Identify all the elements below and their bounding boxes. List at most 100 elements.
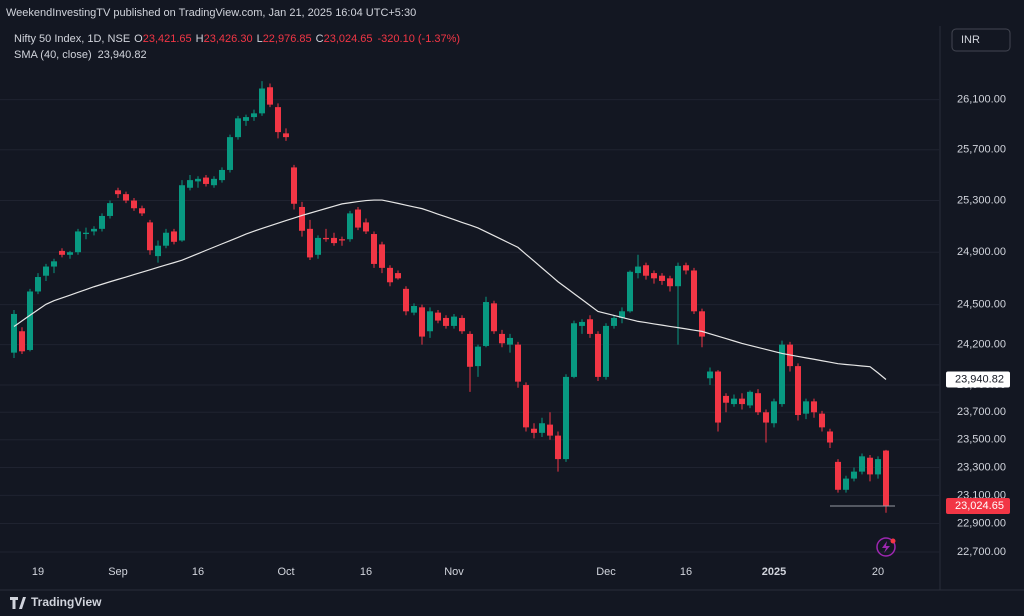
y-tick-label: 25,300.00 bbox=[957, 194, 1006, 206]
candle-body bbox=[803, 401, 809, 414]
price-tag-label: 23,024.65 bbox=[955, 500, 1004, 512]
candle-body bbox=[699, 311, 705, 337]
candle-body bbox=[451, 316, 457, 326]
candle-body bbox=[691, 270, 697, 312]
candle-body bbox=[363, 222, 369, 232]
candle-body bbox=[507, 337, 513, 345]
candle-body bbox=[851, 471, 857, 479]
candle-body bbox=[491, 303, 497, 332]
candle-body bbox=[403, 288, 409, 312]
candle-body bbox=[275, 107, 281, 133]
y-axis: 22,700.0022,900.0023,100.0023,300.0023,5… bbox=[32, 94, 1010, 578]
candle-body bbox=[19, 331, 25, 352]
candle-body bbox=[283, 133, 289, 138]
candle-body bbox=[843, 478, 849, 490]
candle-body bbox=[595, 333, 601, 377]
candle-body bbox=[827, 431, 833, 443]
candle-body bbox=[299, 206, 305, 231]
candle-body bbox=[67, 252, 73, 255]
candle-body bbox=[683, 265, 689, 271]
currency[interactable]: INR bbox=[961, 34, 980, 46]
candle-body bbox=[739, 398, 745, 405]
candle-body bbox=[107, 203, 113, 216]
alert-bolt bbox=[882, 541, 890, 553]
y-tick-label: 23,700.00 bbox=[957, 406, 1006, 418]
candle-body bbox=[219, 169, 225, 181]
candle-body bbox=[459, 317, 465, 332]
candle-body bbox=[587, 319, 593, 334]
candle-body bbox=[11, 313, 17, 353]
candle-body bbox=[43, 266, 49, 276]
candle-body bbox=[131, 200, 137, 209]
candle-body bbox=[411, 306, 417, 313]
candle-body bbox=[603, 325, 609, 377]
candle-body bbox=[779, 344, 785, 405]
legend: Nifty 50 Index, 1D, NSE O23,421.65 H23,426… bbox=[14, 33, 460, 45]
candle-body bbox=[867, 457, 873, 475]
legend-key: L bbox=[257, 33, 263, 45]
x-tick-label: 19 bbox=[32, 566, 44, 578]
candle-body bbox=[123, 194, 129, 201]
candle-body bbox=[499, 333, 505, 344]
candle-body bbox=[395, 273, 401, 279]
sma-tag bbox=[946, 371, 1010, 388]
candle-body bbox=[715, 371, 721, 423]
candle-body bbox=[163, 232, 169, 246]
candle-body bbox=[755, 393, 761, 413]
candle-body bbox=[83, 232, 89, 235]
candle-body bbox=[35, 277, 41, 292]
candle-body bbox=[811, 401, 817, 413]
candle-body bbox=[75, 231, 81, 253]
candle-body bbox=[171, 231, 177, 242]
candle-body bbox=[747, 391, 753, 406]
candle-body bbox=[91, 228, 97, 232]
candle-body bbox=[611, 317, 617, 326]
candle-body bbox=[723, 395, 729, 403]
x-tick-label: Nov bbox=[444, 566, 464, 578]
brand: TradingView bbox=[31, 595, 102, 609]
sma-line bbox=[13, 199, 887, 380]
x-tick-label: 16 bbox=[192, 566, 204, 578]
sma-value: 23,940.82 bbox=[98, 49, 147, 61]
candle-body bbox=[667, 278, 673, 287]
candle-body bbox=[387, 267, 393, 283]
x-tick-label: 16 bbox=[360, 566, 372, 578]
candle-body bbox=[571, 323, 577, 377]
candle-body bbox=[155, 245, 161, 257]
brand-logo bbox=[10, 597, 26, 609]
candle-body bbox=[659, 275, 665, 281]
candle-body bbox=[475, 346, 481, 367]
candle-body bbox=[523, 385, 529, 428]
y-tick-label: 24,200.00 bbox=[957, 339, 1006, 351]
candle-body bbox=[619, 311, 625, 318]
candle-body bbox=[347, 213, 353, 240]
y-tick-label: 25,700.00 bbox=[957, 144, 1006, 156]
candle-body bbox=[539, 423, 545, 433]
candle-body bbox=[147, 222, 153, 251]
candle-body bbox=[355, 209, 361, 228]
x-tick-label: Oct bbox=[277, 566, 294, 578]
legend-value: 22,976.85 bbox=[263, 33, 312, 45]
candle-body bbox=[195, 178, 201, 182]
candle-body bbox=[59, 250, 65, 255]
legend-key: H bbox=[196, 33, 204, 45]
candle-body bbox=[531, 428, 537, 433]
sma-legend: SMA (40, close) 23,940.82 bbox=[14, 49, 147, 61]
y-tick-label: 26,100.00 bbox=[957, 94, 1006, 106]
currency-button[interactable] bbox=[951, 28, 1011, 52]
candle-body bbox=[555, 435, 561, 460]
y-tick-label: 22,700.00 bbox=[957, 546, 1006, 558]
candle-body bbox=[331, 237, 337, 244]
candle-body bbox=[547, 424, 553, 436]
alert-icon[interactable] bbox=[876, 537, 896, 557]
candle-body bbox=[731, 398, 737, 405]
candle-body bbox=[323, 237, 329, 240]
candle-body bbox=[243, 117, 249, 121]
candle-body bbox=[251, 113, 257, 118]
candle-body bbox=[427, 311, 433, 332]
y-tick-label: 23,500.00 bbox=[957, 434, 1006, 446]
candle-body bbox=[795, 366, 801, 416]
price-tag bbox=[946, 497, 1010, 514]
sma-tag-label: 23,940.82 bbox=[955, 373, 1004, 385]
